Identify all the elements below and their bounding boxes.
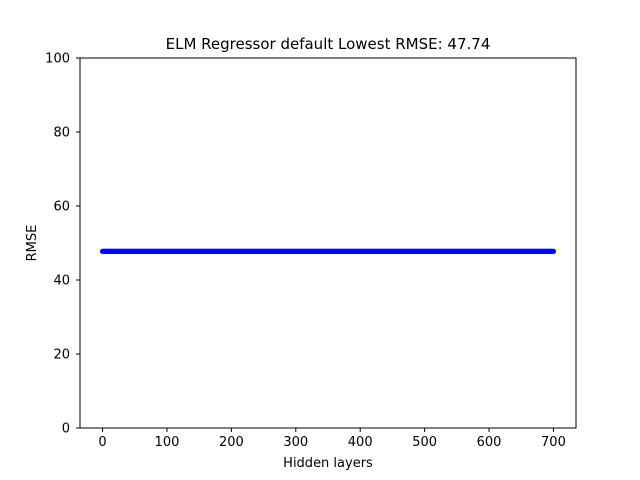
x-tick-label: 500 bbox=[412, 435, 437, 450]
series-0 bbox=[99, 248, 557, 254]
x-tick-label: 700 bbox=[541, 435, 566, 450]
series-layer bbox=[99, 248, 557, 254]
y-ticks: 0 20 40 60 80 100 bbox=[45, 52, 80, 437]
y-tick-label: 40 bbox=[53, 274, 70, 289]
y-tick-label: 100 bbox=[45, 52, 70, 67]
y-tick-label: 60 bbox=[53, 200, 70, 215]
y-axis-label: RMSE bbox=[25, 225, 40, 262]
x-tick-label: 0 bbox=[98, 435, 106, 450]
x-tick-label: 400 bbox=[348, 435, 373, 450]
x-axis-label: Hidden layers bbox=[283, 456, 373, 471]
y-tick-label: 0 bbox=[62, 422, 70, 437]
y-tick-label: 80 bbox=[53, 126, 70, 141]
x-ticks: 0 100 200 300 400 500 600 700 bbox=[98, 428, 566, 450]
data-point bbox=[550, 248, 557, 254]
x-tick-label: 300 bbox=[283, 435, 308, 450]
chart-title: ELM Regressor default Lowest RMSE: 47.74 bbox=[166, 35, 491, 53]
y-tick-label: 20 bbox=[53, 348, 70, 363]
x-tick-label: 200 bbox=[219, 435, 244, 450]
x-tick-label: 100 bbox=[155, 435, 180, 450]
x-tick-label: 600 bbox=[477, 435, 502, 450]
plot-frame bbox=[79, 57, 577, 429]
plot-area bbox=[79, 57, 577, 429]
